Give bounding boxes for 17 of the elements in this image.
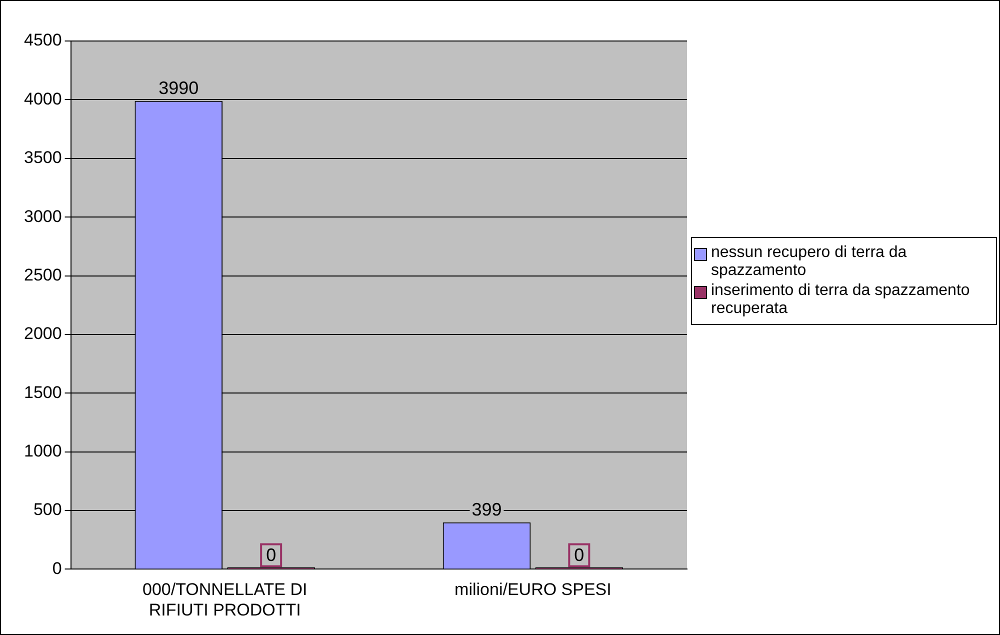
- data-label: 399: [472, 499, 502, 520]
- data-label: 0: [574, 545, 584, 566]
- y-tick-label: 0: [52, 558, 62, 578]
- x-tick-label: milioni/EURO SPESI: [454, 580, 612, 600]
- y-tick-label: 1500: [24, 382, 62, 402]
- y-tick-label: 4000: [24, 89, 62, 108]
- x-tick-label: 000/TONNELLATE DI RIFIUTI PRODOTTI: [142, 580, 308, 620]
- y-tick-label: 1000: [24, 442, 62, 461]
- y-tick-label: 3000: [24, 206, 62, 226]
- y-tick-label: 4500: [24, 30, 62, 50]
- y-tick-label: 500: [33, 500, 62, 520]
- data-label: 3990: [158, 78, 199, 98]
- y-tick-label: 2000: [24, 324, 62, 344]
- data-label: 0: [266, 545, 276, 566]
- legend-label: inserimento di terra da spazzamento recuperata: [711, 282, 971, 318]
- y-tick-label: 3500: [24, 148, 62, 168]
- y-tick-label: 2500: [24, 265, 62, 284]
